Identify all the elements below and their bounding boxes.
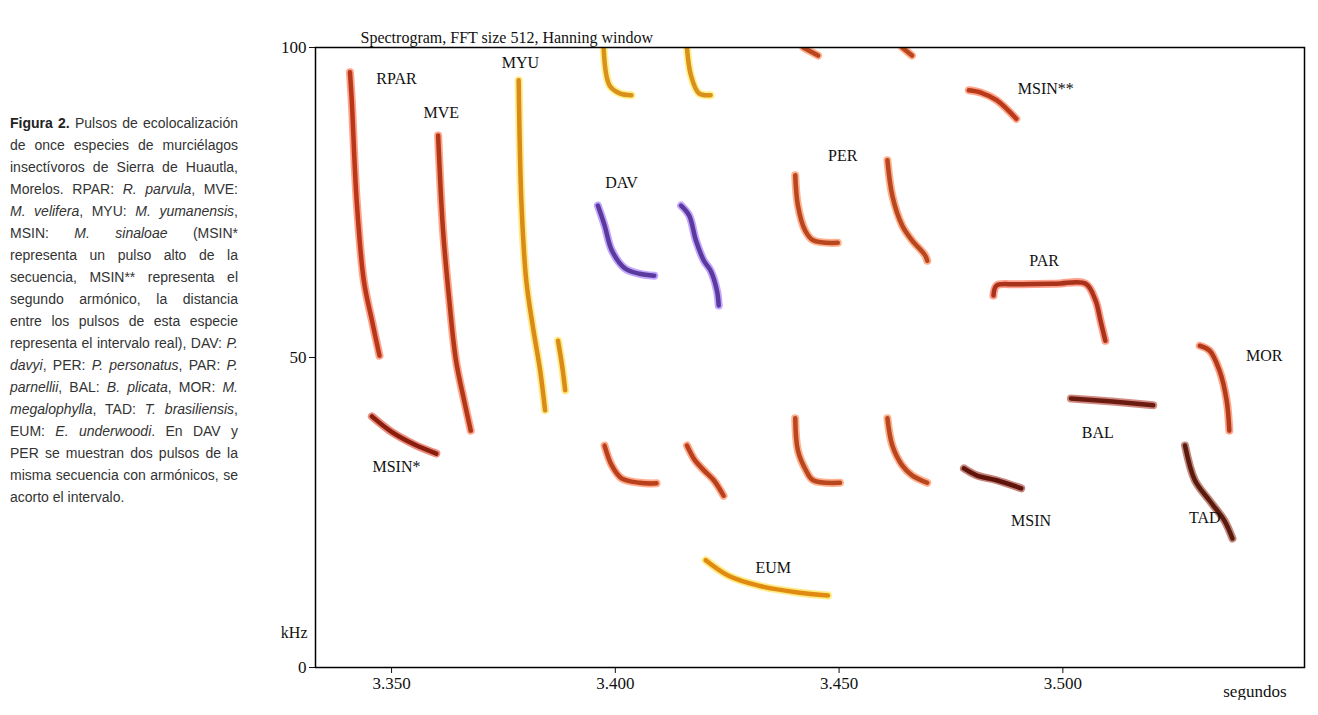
svg-text:Spectrogram, FFT size 512, Han: Spectrogram, FFT size 512, Hanning windo… [361, 29, 654, 47]
svg-text:PER: PER [828, 147, 858, 164]
html-text:Figura 2. Pulsos de ecolocaliz: Figura 2. Pulsos de ecolocalización de o… [10, 115, 238, 197]
svg-text:100: 100 [281, 38, 307, 57]
svg-text:MSIN**: MSIN** [1018, 80, 1074, 97]
svg-text:MYU: MYU [502, 54, 540, 71]
svg-text:kHz: kHz [281, 624, 308, 641]
svg-text:MOR: MOR [1246, 347, 1283, 364]
svg-text:EUM: EUM [756, 559, 792, 576]
svg-text:DAV: DAV [605, 174, 638, 191]
svg-text:RPAR: RPAR [376, 70, 417, 87]
svg-text:3.450: 3.450 [820, 674, 858, 693]
svg-text:MSIN*: MSIN* [372, 458, 420, 475]
svg-text:PAR: PAR [1029, 252, 1059, 269]
svg-text:50: 50 [290, 348, 307, 367]
svg-text:3.350: 3.350 [372, 674, 410, 693]
svg-text:BAL: BAL [1082, 424, 1114, 441]
svg-text:0: 0 [298, 658, 307, 677]
svg-text:3.500: 3.500 [1044, 674, 1082, 693]
svg-text:MSIN: MSIN [1011, 512, 1051, 529]
svg-text:TAD: TAD [1189, 509, 1221, 526]
svg-text:MVE: MVE [423, 104, 459, 121]
svg-text:segundos: segundos [1223, 682, 1286, 700]
svg-text:3.400: 3.400 [596, 674, 634, 693]
html-text:M. velifera, MYU: M. yumanensi: M. velifera, MYU: M. yumanensis, MSIN: M… [10, 203, 238, 505]
